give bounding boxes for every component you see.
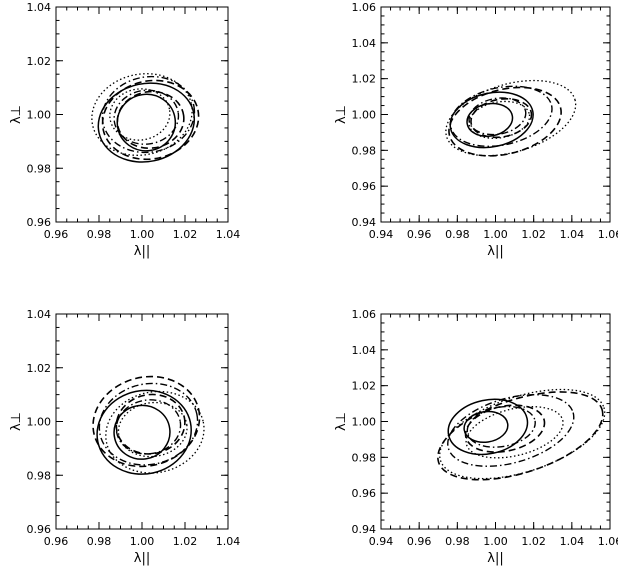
contour-dashdot-outer — [101, 75, 196, 154]
x-axis-label: λ|| — [134, 244, 150, 259]
x-tick-label: 1.02 — [521, 228, 546, 241]
contour-dashdot-outer — [449, 85, 553, 148]
plot-frame — [380, 6, 611, 223]
y-tick-label: 0.98 — [27, 162, 52, 175]
x-tick-label: 1.00 — [483, 228, 508, 241]
contour-dashed-inner — [116, 90, 185, 150]
y-tick-label: 0.94 — [352, 523, 377, 536]
contour-dashed-outer — [448, 86, 562, 157]
contour-dotted-inner — [109, 88, 171, 141]
contour-dotted-outer — [445, 79, 577, 157]
x-tick-label: 0.94 — [369, 228, 394, 241]
x-tick-label: 0.96 — [44, 228, 69, 241]
contours — [437, 388, 606, 481]
y-tick-label: 0.94 — [352, 216, 377, 229]
y-tick-label: 1.00 — [27, 416, 52, 429]
y-tick-label: 0.98 — [27, 469, 52, 482]
chart-panel-2: 0.94 0.96 0.98 1.00 1.02 1.04 1.06 0.94 0.96 0.98… — [334, 1, 618, 259]
x-axis-label: λ|| — [487, 244, 503, 259]
x-tick-label: 0.98 — [87, 535, 112, 548]
x-tick-label: 1.06 — [598, 535, 618, 548]
contour-dotted-outer — [439, 388, 606, 480]
x-tick-label: 0.96 — [407, 535, 432, 548]
y-tick-label: 1.04 — [27, 1, 52, 14]
x-tick-label: 1.02 — [173, 535, 198, 548]
contour-dashed-outer — [101, 79, 200, 161]
x-tick-label: 1.00 — [483, 535, 508, 548]
x-tick-label: 0.96 — [44, 535, 69, 548]
x-tick-label: 1.06 — [598, 228, 618, 241]
contour-dashdot-inner — [466, 405, 536, 448]
contour-dotted-inner — [117, 401, 188, 458]
contour-dashdot-inner — [113, 89, 180, 145]
contour-solid-inner — [466, 102, 514, 137]
contour-solid-inner — [116, 93, 177, 152]
x-tick-label: 0.94 — [369, 535, 394, 548]
y-tick-label: 0.96 — [27, 523, 52, 536]
chart-panel-3: 0.96 0.98 1.00 1.02 1.04 0.96 0.98 1.00 1.02 1.04… — [9, 308, 240, 566]
y-tick-label: 1.06 — [352, 308, 377, 321]
contour-solid-outer — [449, 91, 534, 149]
contour-dotted-outer — [105, 390, 205, 474]
x-tick-label: 1.04 — [216, 535, 241, 548]
y-tick-label: 1.06 — [352, 1, 377, 14]
x-tick-label: 0.98 — [445, 228, 470, 241]
x-tick-label: 1.04 — [560, 228, 585, 241]
chart-panel-4: 0.94 0.96 0.98 1.00 1.02 1.04 1.06 0.94 0.96 0.98… — [334, 308, 618, 566]
contour-dashdot-outer — [98, 382, 199, 466]
contour-dashdot-inner — [468, 97, 527, 136]
y-axis-label: λ⊥ — [9, 412, 24, 431]
y-tick-label: 0.96 — [352, 180, 377, 193]
x-tick-label: 0.96 — [407, 228, 432, 241]
x-axis-label: λ|| — [487, 551, 503, 566]
y-axis-label: λ⊥ — [9, 105, 24, 124]
y-tick-label: 1.04 — [352, 37, 377, 50]
contour-solid-outer — [97, 82, 196, 163]
y-tick-label: 1.02 — [352, 380, 377, 393]
plot-frame — [55, 6, 229, 223]
contour-dashed-outer — [92, 375, 201, 468]
x-tick-label: 1.04 — [216, 228, 241, 241]
x-tick-label: 1.00 — [130, 535, 155, 548]
contour-dotted-outer — [91, 73, 193, 156]
y-tick-label: 1.02 — [27, 362, 52, 375]
chart-panel-1: 0.96 0.98 1.00 1.02 1.04 0.96 0.98 1.00 1.02 1.04… — [9, 1, 240, 259]
x-tick-label: 1.04 — [560, 535, 585, 548]
contour-dashdot-outer — [447, 393, 575, 467]
y-axis-label: λ⊥ — [334, 412, 349, 431]
contour-dashed-outer — [437, 391, 604, 481]
y-tick-label: 1.00 — [27, 109, 52, 122]
y-tick-label: 0.98 — [352, 451, 377, 464]
contours — [445, 79, 577, 157]
x-tick-label: 0.98 — [87, 228, 112, 241]
y-tick-label: 1.00 — [352, 416, 377, 429]
contour-dotted-inner — [465, 406, 564, 459]
contour-solid-inner — [113, 404, 171, 460]
y-axis-label: λ⊥ — [334, 105, 349, 124]
contour-dashdot-inner — [115, 399, 182, 455]
x-tick-label: 1.00 — [130, 228, 155, 241]
y-tick-label: 0.98 — [352, 144, 377, 157]
y-tick-label: 1.02 — [352, 73, 377, 86]
y-tick-label: 1.04 — [352, 344, 377, 357]
plot-frame — [55, 313, 229, 530]
contour-dotted-inner — [468, 100, 531, 139]
y-tick-label: 1.04 — [27, 308, 52, 321]
contours — [92, 375, 205, 475]
y-tick-label: 1.00 — [352, 109, 377, 122]
plot-frame — [380, 313, 611, 530]
x-axis-label: λ|| — [134, 551, 150, 566]
x-tick-label: 1.02 — [173, 228, 198, 241]
x-tick-label: 0.98 — [445, 535, 470, 548]
x-tick-label: 1.02 — [521, 535, 546, 548]
y-tick-label: 0.96 — [27, 216, 52, 229]
contours — [91, 73, 200, 163]
y-tick-label: 1.02 — [27, 55, 52, 68]
y-tick-label: 0.96 — [352, 487, 377, 500]
